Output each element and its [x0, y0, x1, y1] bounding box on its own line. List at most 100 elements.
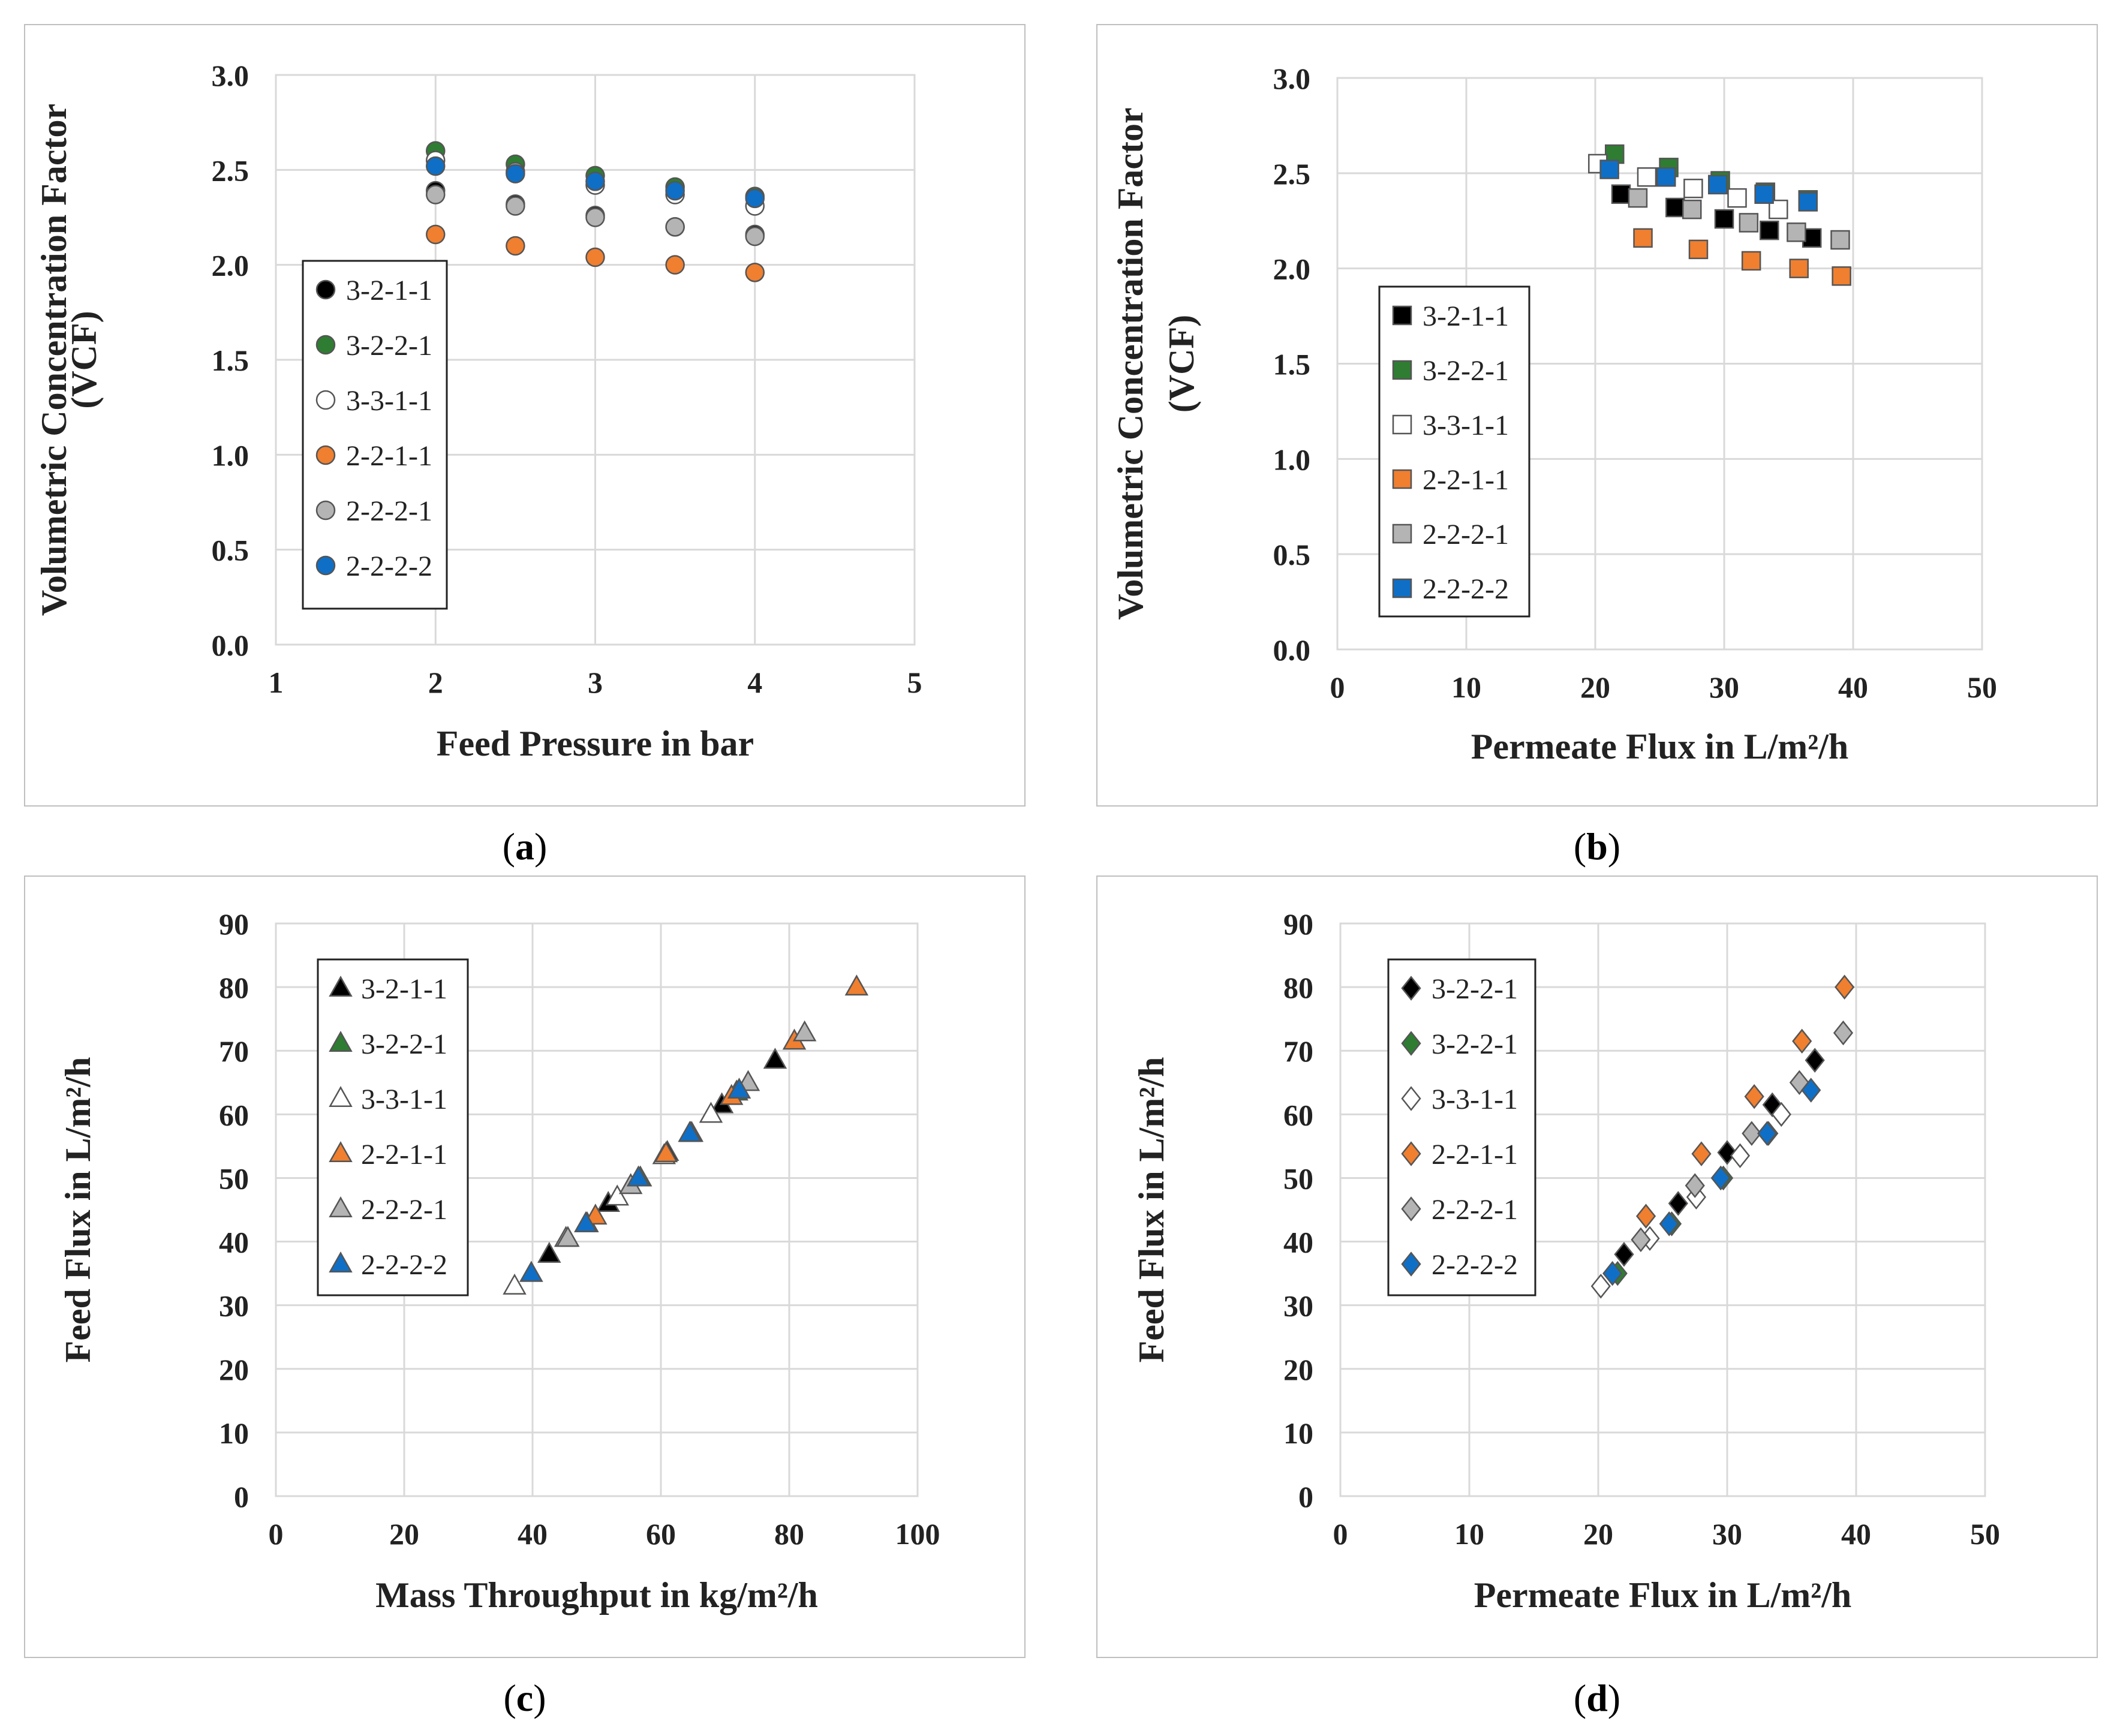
chart-panel-c: 0 10 20 30 40 50 60 70 80 90 0 20 40 60 80 100 Mass Thro… — [58, 907, 940, 1615]
y-tick-label: 60 — [1283, 1098, 1313, 1132]
legend-label: 2-2-1-1 — [346, 440, 432, 472]
y-tick-label: 40 — [1283, 1226, 1313, 1259]
y-tick-label: 10 — [219, 1416, 249, 1450]
data-point-3-2-1-1-black — [1714, 209, 1734, 229]
data-point-2-2-2-1-gray — [665, 217, 685, 237]
data-point-3-3-1-1-white — [503, 1273, 527, 1295]
legend-label: 2-2-2-2 — [346, 550, 432, 582]
y-tick-label: 30 — [219, 1289, 249, 1323]
caption-d: (d) — [1573, 1677, 1621, 1719]
caption-d-letter: d — [1586, 1677, 1608, 1719]
plot-area-border — [1336, 77, 1983, 651]
legend-marker-gray — [329, 1196, 353, 1218]
caption-a: (a) — [502, 825, 548, 868]
data-point-2-2-2-2-blue — [1798, 192, 1818, 212]
data-point-3-2-1-1-black — [1760, 220, 1779, 240]
legend-label: 3-3-1-1 — [346, 385, 432, 417]
y-tick-label: 50 — [219, 1162, 249, 1195]
legend-marker-black — [1401, 976, 1421, 1001]
x-tick-label: 60 — [646, 1517, 676, 1551]
data-point-3-2-1-1-black — [1665, 197, 1685, 218]
legend-marker-black — [315, 279, 336, 300]
legend-marker-gray — [1392, 523, 1412, 544]
y-tick-label: 20 — [219, 1353, 249, 1386]
legend-label: 2-2-2-2 — [361, 1249, 447, 1281]
legend-label: 2-2-2-1 — [346, 495, 432, 527]
x-axis-title: Feed Pressure in bar — [437, 724, 754, 763]
y-tick-label: 2.0 — [212, 249, 249, 282]
data-point-2-2-2-2-blue — [678, 1121, 702, 1142]
legend-label: 2-2-2-1 — [1423, 519, 1509, 550]
legend-label: 2-2-1-1 — [1432, 1139, 1518, 1171]
data-point-3-3-1-1-white — [1637, 167, 1657, 187]
data-point-3-2-2-1-black — [1717, 1140, 1737, 1165]
data-point-3-3-1-1-white — [1683, 178, 1703, 198]
data-point-2-2-2-1-gray — [792, 1020, 817, 1042]
y-tick-label: 70 — [1283, 1034, 1313, 1068]
data-point-2-2-1-1-orange — [665, 255, 685, 275]
x-tick-label: 20 — [389, 1517, 419, 1551]
data-point-2-2-2-1-gray — [585, 207, 605, 227]
panel-d-frame — [1096, 875, 2098, 1658]
data-point-2-2-2-2-blue — [1659, 1211, 1679, 1236]
legend-label: 2-2-1-1 — [361, 1139, 447, 1171]
x-tick-label: 2 — [428, 666, 443, 699]
data-point-2-2-2-2-blue — [1656, 167, 1676, 187]
caption-b-letter: b — [1586, 825, 1608, 868]
plot-area-border — [275, 922, 919, 1497]
data-point-2-2-2-2-blue — [1602, 1260, 1623, 1286]
y-tick-label: 1.0 — [212, 438, 249, 472]
data-point-2-2-2-2-blue — [574, 1211, 598, 1232]
legend-label: 3-2-1-1 — [361, 973, 447, 1005]
y-tick-label: 0.5 — [1273, 538, 1311, 571]
data-point-2-2-2-2-blue — [1599, 160, 1619, 179]
legend-marker-white — [329, 1086, 353, 1108]
legend-label: 3-3-1-1 — [1423, 410, 1509, 441]
data-point-3-3-1-1-white — [1590, 1274, 1611, 1299]
data-point-2-2-1-1-orange — [1789, 258, 1809, 278]
y-tick-label: 2.5 — [1273, 157, 1311, 191]
data-point-3-2-2-1-black — [1614, 1242, 1634, 1267]
data-point-2-2-1-1-orange — [1832, 266, 1851, 286]
legend-marker-green — [315, 335, 336, 355]
legend-box — [1378, 285, 1530, 618]
legend-marker-blue — [315, 555, 336, 576]
data-point-2-2-2-2-blue — [1708, 174, 1728, 195]
data-point-2-2-2-1-gray — [556, 1226, 580, 1247]
data-point-2-2-1-1-orange — [1688, 239, 1709, 260]
x-axis-title: Mass Throughput in kg/m²/h — [375, 1575, 818, 1615]
x-tick-label: 10 — [1454, 1517, 1484, 1551]
legend-marker-green — [1392, 360, 1412, 380]
caption-c-letter: c — [516, 1677, 534, 1719]
legend-label: 3-2-2-1 — [361, 1028, 447, 1060]
x-tick-label: 40 — [518, 1517, 548, 1551]
chart-panel-d: 0 10 20 30 40 50 60 70 80 90 0 10 20 30 40 50 Permeate F… — [1132, 907, 2000, 1615]
caption-c: (c) — [503, 1677, 546, 1719]
data-point-3-3-1-1-white — [605, 1184, 629, 1206]
x-tick-label: 40 — [1841, 1517, 1871, 1551]
legend-label: 3-2-1-1 — [1423, 300, 1509, 332]
legend-marker-black — [1392, 305, 1412, 326]
data-point-2-2-1-1-orange — [844, 974, 869, 996]
legend-marker-orange — [315, 445, 336, 465]
chart-panel-b: 0.0 0.5 1.0 1.5 2.0 2.5 3.0 0 10 20 30 40 50 Permeate… — [1111, 62, 1997, 766]
panel-a-frame — [24, 24, 1026, 807]
data-point-2-2-2-2-blue — [585, 172, 605, 191]
y-axis-title: Feed Flux in L/m²/h — [1132, 1057, 1171, 1363]
data-point-2-2-2-2-blue — [1757, 1121, 1778, 1146]
data-point-2-2-2-2-blue — [426, 156, 446, 176]
x-tick-label: 0 — [269, 1517, 284, 1551]
legend-label: 3-2-2-1 — [1423, 355, 1509, 387]
x-tick-label: 80 — [774, 1517, 804, 1551]
data-point-2-2-2-1-gray — [506, 196, 525, 216]
caption-b: (b) — [1573, 825, 1621, 868]
y-tick-label: 0 — [1298, 1480, 1313, 1514]
data-point-3-2-1-1-black — [763, 1048, 787, 1069]
legend-box — [317, 958, 469, 1296]
legend-marker-orange — [1401, 1141, 1421, 1166]
legend-label: 3-2-2-1 — [1432, 973, 1518, 1005]
legend-label: 3-2-2-1 — [346, 330, 432, 362]
y-tick-label: 0 — [234, 1480, 249, 1514]
chart-panel-a: 0.0 0.5 1.0 1.5 2.0 2.5 3.0 1 2 3 4 5 Feed Pressure … — [34, 59, 922, 763]
